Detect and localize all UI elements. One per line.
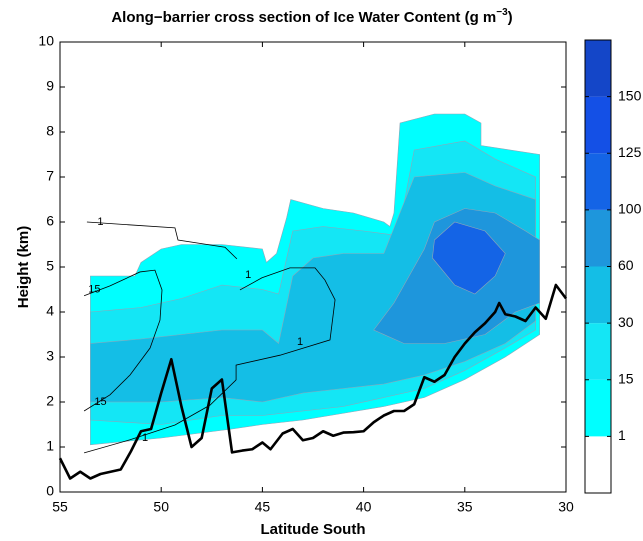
x-tick-label: 40: [356, 499, 372, 515]
y-tick-label: 7: [46, 168, 54, 184]
title-text: Along−barrier cross section of Ice Water…: [111, 9, 496, 26]
colorbar-segment: [585, 209, 611, 267]
y-tick-label: 9: [46, 78, 54, 94]
y-tick-label: 1: [46, 438, 54, 454]
filled-contour: [90, 172, 536, 403]
contour-line: [83, 379, 237, 454]
contour-label: 1: [142, 432, 148, 444]
y-tick-label: 10: [38, 33, 54, 49]
x-tick-label: 55: [52, 499, 68, 515]
colorbar-segment: [585, 379, 611, 437]
x-tick-label: 35: [457, 499, 473, 515]
x-tick-label: 45: [255, 499, 271, 515]
x-axis-label: Latitude South: [261, 521, 366, 538]
contour-label: 1: [97, 216, 103, 228]
y-tick-label: 0: [46, 483, 54, 499]
contour-line: [235, 267, 336, 380]
x-tick-label: 30: [558, 499, 574, 515]
contour-label: 1: [297, 336, 303, 348]
y-tick-label: 2: [46, 393, 54, 409]
title-end: ): [508, 9, 513, 26]
contour-line: [86, 221, 238, 260]
y-tick-label: 3: [46, 348, 54, 364]
colorbar-segment: [585, 153, 611, 210]
colorbar-segment: [585, 40, 611, 97]
contour-label: 15: [88, 283, 100, 295]
colorbar-tick-label: 15: [618, 370, 634, 386]
terrain-line: [58, 283, 568, 480]
colorbar-segment: [585, 323, 611, 380]
x-tick-label: 50: [153, 499, 169, 515]
y-tick-label: 8: [46, 123, 54, 139]
y-axis-label: Height (km): [15, 226, 32, 309]
contour-line: [83, 269, 163, 412]
colorbar-tick-label: 125: [618, 144, 642, 160]
chart-title: Along−barrier cross section of Ice Water…: [111, 7, 512, 26]
contour-label: 15: [94, 396, 106, 408]
colorbar-tick-label: 100: [618, 201, 642, 217]
y-tick-label: 6: [46, 213, 54, 229]
colorbar-tick-label: 1: [618, 427, 626, 443]
colorbar-segment: [585, 436, 611, 493]
title-exponent: −3: [496, 7, 508, 18]
y-tick-label: 5: [46, 258, 54, 274]
colorbar-segment: [585, 266, 611, 324]
colorbar-tick-label: 30: [618, 314, 634, 330]
y-tick-label: 4: [46, 303, 54, 319]
colorbar-tick-label: 60: [618, 257, 634, 273]
filled-contour: [432, 221, 506, 295]
contour-label: 1: [245, 269, 251, 281]
colorbar-tick-label: 150: [618, 87, 642, 103]
colorbar-segment: [585, 96, 611, 154]
